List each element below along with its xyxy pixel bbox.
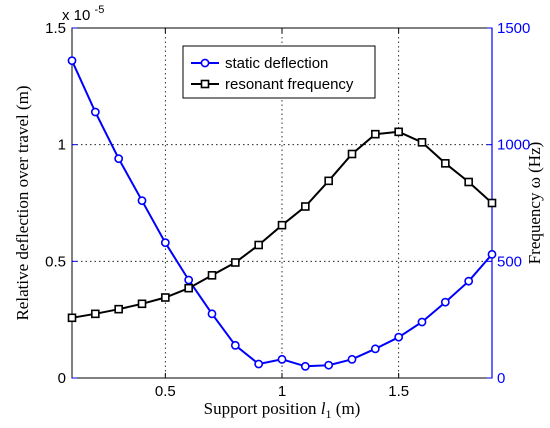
y-left-tick-label: 0 [58,370,66,387]
x-axis-label-var: l [321,399,326,418]
y-left-tick-label: 1 [58,137,66,154]
legend-marker-static-deflection [200,58,210,68]
legend-box [182,45,376,99]
data-point-s0-8 [254,359,264,369]
data-point-s0-3 [137,196,147,206]
data-point-s0-16 [440,297,450,307]
x-axis-label-post: (m) [332,399,361,418]
data-point-s1-8 [254,240,263,250]
data-point-s1-17 [464,177,473,187]
y-right-tick-label: 1500 [497,20,530,37]
y-right-axis-label: Frequency ω (Hz) [525,142,544,265]
data-point-s0-18 [487,249,497,259]
data-point-s0-9 [277,354,287,364]
data-point-s0-4 [160,238,170,248]
data-point-s0-7 [230,340,240,350]
y-right-tick-label: 1000 [497,137,530,154]
legend-label-resonant-frequency: resonant frequency [225,76,354,93]
data-point-s0-10 [300,361,310,371]
y-exponent-base: x 10 [62,7,90,24]
data-point-s0-2 [114,154,124,164]
data-point-s1-11 [324,176,333,186]
data-point-s1-6 [207,271,217,280]
y-right-tick-label: 500 [497,253,522,270]
data-point-s1-14 [394,127,403,137]
data-point-s0-6 [207,309,217,319]
data-point-s0-15 [417,317,427,327]
data-point-s1-0 [67,313,77,323]
data-point-s0-17 [464,276,474,286]
x-axis-label-pre: Support position [204,399,321,418]
data-point-s1-4 [161,293,170,302]
data-point-s1-12 [347,149,357,159]
data-point-s1-1 [91,309,100,319]
data-point-s0-5 [184,275,194,285]
data-point-s1-13 [371,129,380,139]
y-exponent-label: x 10 -5 [62,4,104,24]
y-right-tick-label: 0 [497,370,505,387]
data-point-s0-13 [370,344,380,354]
data-point-s1-3 [137,299,147,309]
data-point-s1-2 [114,304,123,314]
x-tick-label: 1.5 [388,383,409,400]
y-left-axis-label: Relative deflection over travel (m) [13,85,32,320]
x-axis-label: Support position l1 (m) [204,399,361,421]
y-exponent-power: -5 [95,4,105,16]
series-layer [67,56,497,371]
x-tick-label: 1 [278,383,286,400]
data-point-s1-15 [417,138,427,147]
y-left-tick-label: 0.5 [45,253,66,270]
data-point-s1-10 [301,202,310,211]
data-point-s0-11 [324,360,334,370]
data-point-s0-14 [394,332,404,342]
data-point-s0-0 [67,56,77,66]
data-point-s0-1 [90,107,100,117]
y-left-tick-label: 1.5 [45,20,66,37]
data-point-s0-12 [347,354,357,364]
data-point-s1-5 [184,283,193,293]
data-point-s1-18 [487,198,497,208]
legend-marker-resonant-frequency [200,79,210,89]
data-point-s1-7 [231,258,240,267]
legend: static deflection resonant frequency [182,45,376,99]
x-axis-label-sub: 1 [326,407,332,421]
x-tick-label: 0.5 [155,383,176,400]
data-point-s1-9 [277,220,287,230]
data-point-s1-16 [441,159,450,168]
legend-label-static-deflection: static deflection [225,55,328,72]
